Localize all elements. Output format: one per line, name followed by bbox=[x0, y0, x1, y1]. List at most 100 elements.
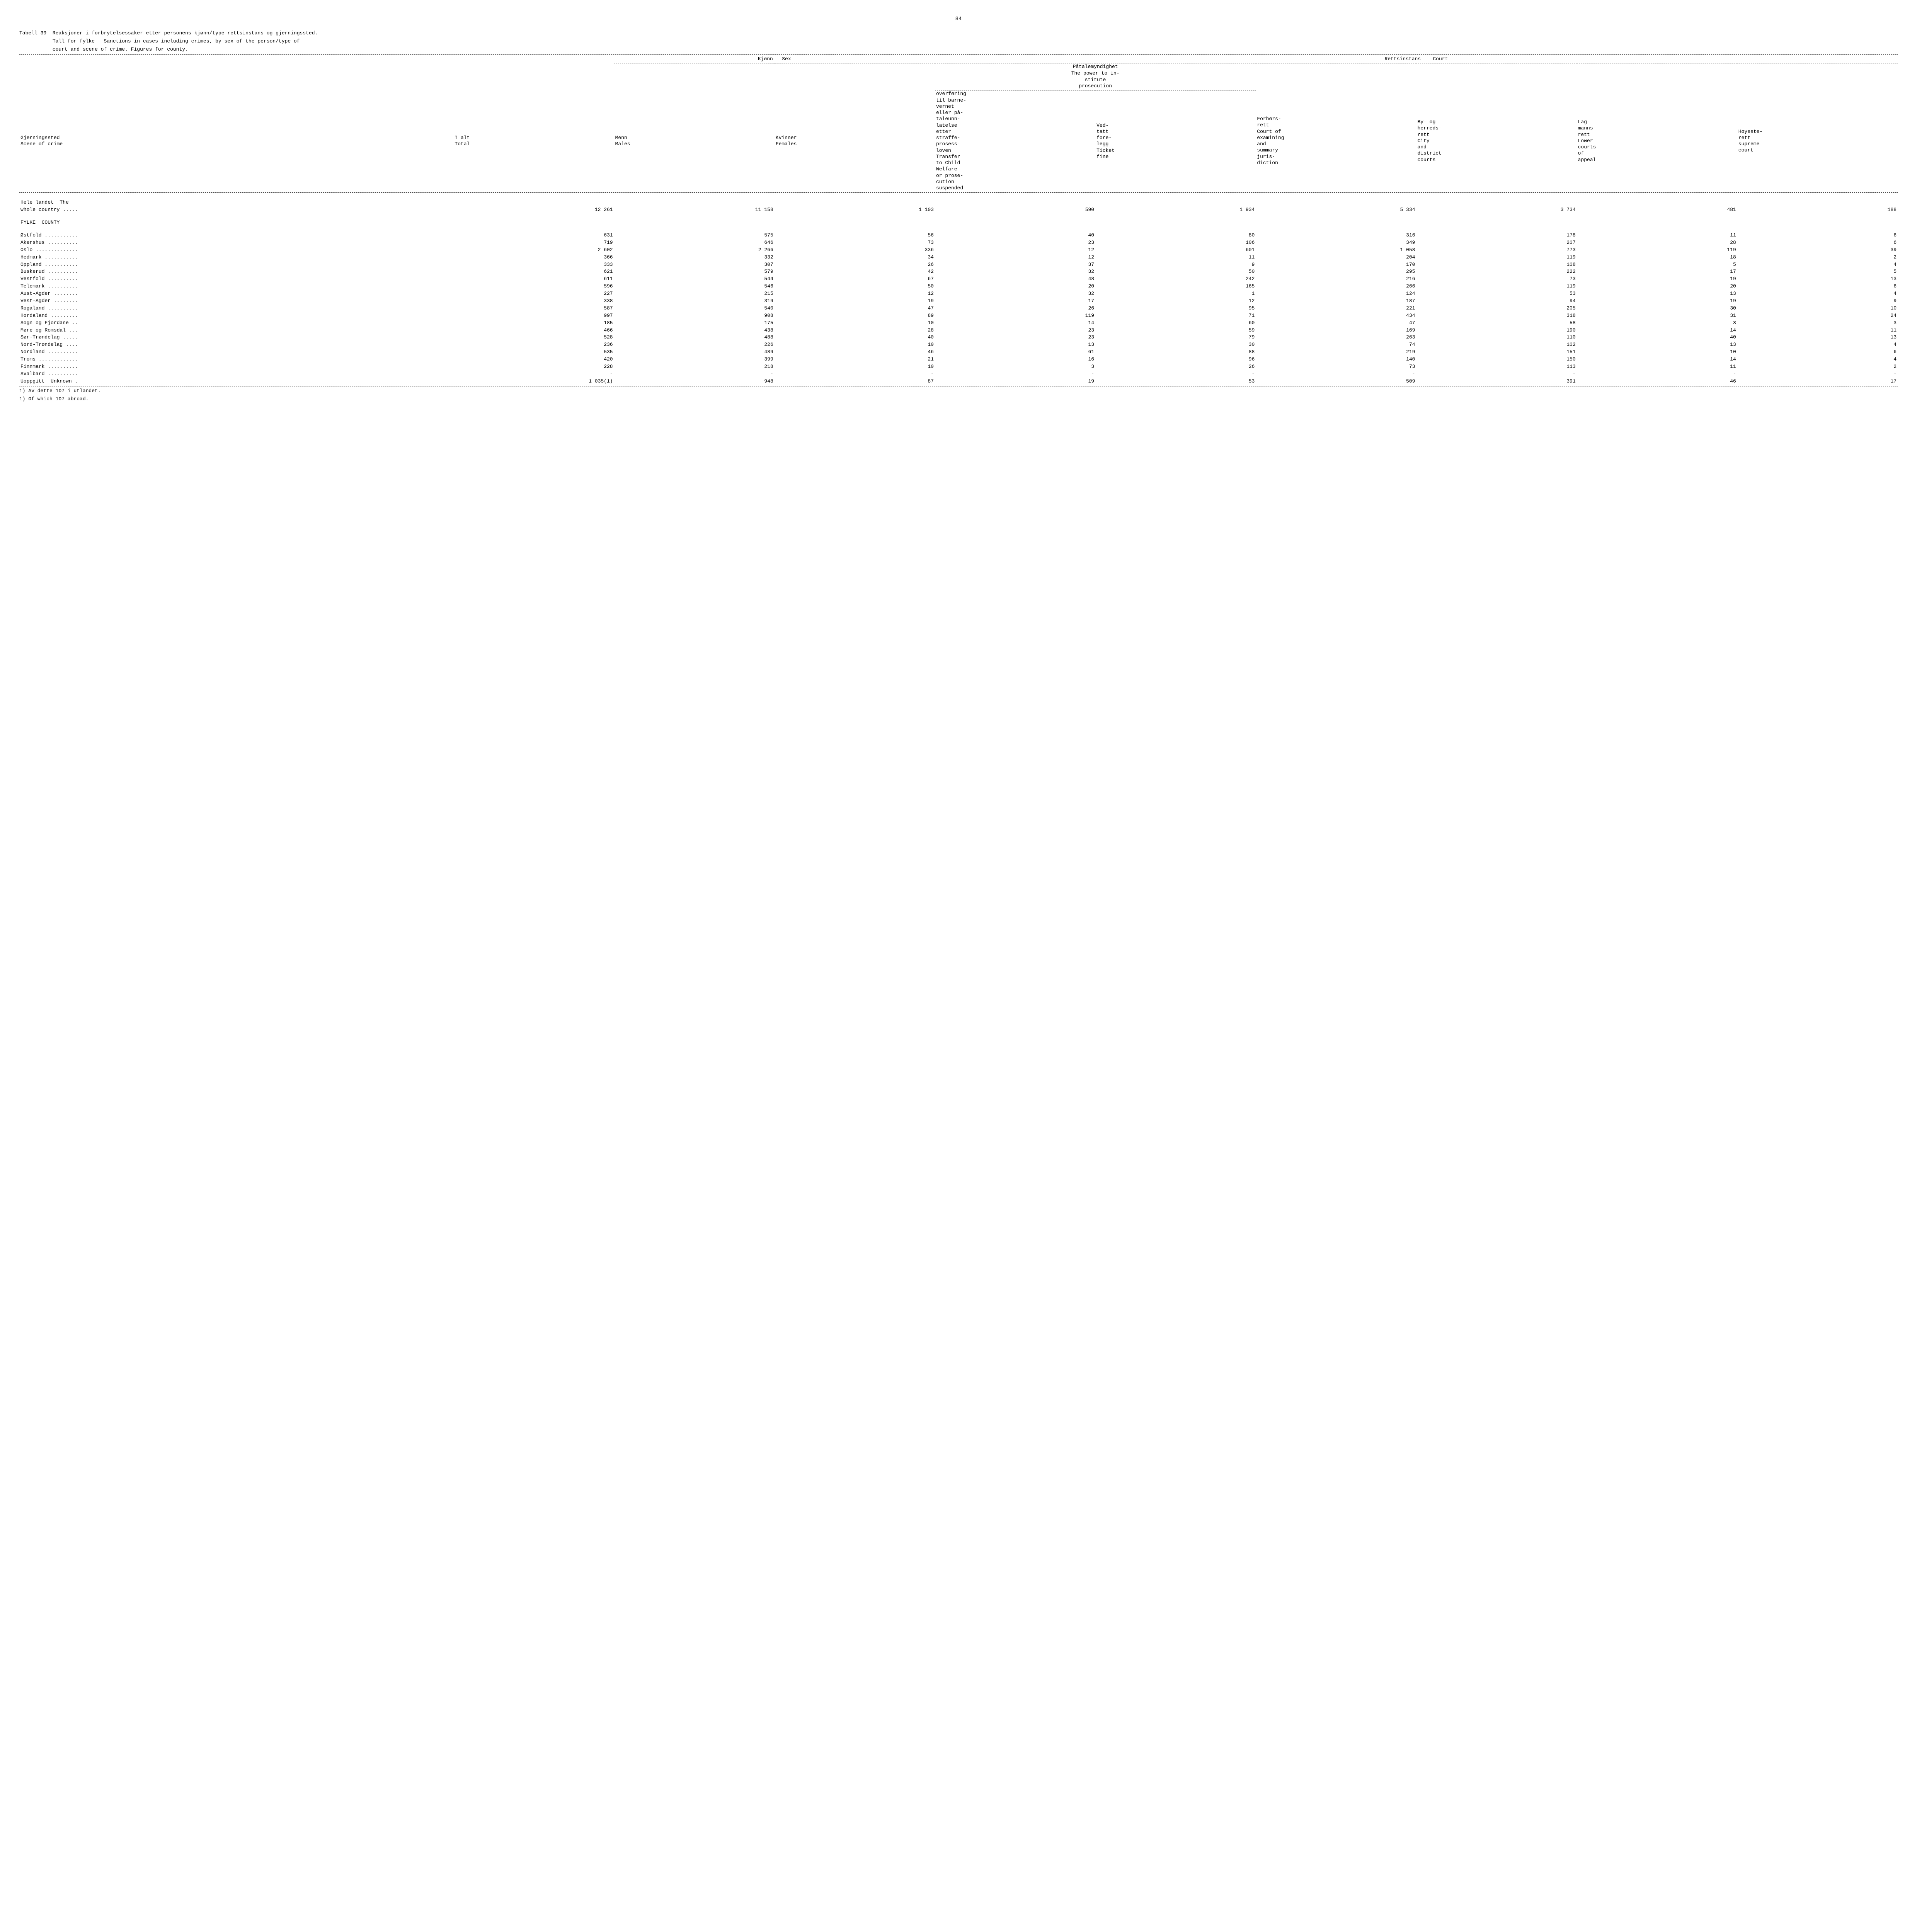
cell-value: 14 bbox=[1577, 327, 1737, 334]
cell-value: 17 bbox=[1737, 378, 1898, 385]
cell-value: 119 bbox=[1416, 283, 1577, 290]
cell-value: 175 bbox=[614, 320, 775, 327]
cell-value: 23 bbox=[935, 327, 1095, 334]
cell-value: 50 bbox=[775, 283, 935, 290]
cell-value: 58 bbox=[1416, 320, 1577, 327]
cell-value: 205 bbox=[1416, 305, 1577, 312]
whole-country-label-2: whole country ..... bbox=[19, 206, 453, 214]
cell-value: 31 bbox=[1577, 312, 1737, 320]
header-group-row: Kjønn Sex Rettsinstans Court bbox=[19, 56, 1898, 63]
cell-value: 6 bbox=[1737, 232, 1898, 239]
cell-value: 96 bbox=[1095, 356, 1256, 363]
cell-value: 948 bbox=[614, 378, 775, 385]
cell-value: 13 bbox=[935, 341, 1095, 349]
cell-value: 587 bbox=[453, 305, 614, 312]
cell-value: 48 bbox=[935, 276, 1095, 283]
table-row: Sør-Trøndelag .....528488402379263110401… bbox=[19, 334, 1898, 341]
table-row: Vest-Agder ........33831919171218794199 bbox=[19, 298, 1898, 305]
cell-value: 73 bbox=[1256, 363, 1416, 371]
cell-value: 37 bbox=[935, 261, 1095, 269]
cell-value: 3 bbox=[1577, 320, 1737, 327]
cell-value: 316 bbox=[1256, 232, 1416, 239]
cell-value: 621 bbox=[453, 268, 614, 276]
cell-value: 1 058 bbox=[1256, 247, 1416, 254]
cell-value: - bbox=[453, 371, 614, 378]
cell-value: 207 bbox=[1416, 239, 1577, 247]
cell-value: 61 bbox=[935, 349, 1095, 356]
col-transfer: overføring til barne- vernet eller på- t… bbox=[935, 90, 1095, 192]
cell-value: 26 bbox=[935, 305, 1095, 312]
cell-value: 540 bbox=[614, 305, 775, 312]
table-row: Hordaland .........997908891197143431831… bbox=[19, 312, 1898, 320]
cell-value: 74 bbox=[1256, 341, 1416, 349]
cell-value: 227 bbox=[453, 290, 614, 298]
table-row: Nordland ..........535489466188219151106 bbox=[19, 349, 1898, 356]
col-district: By- og herreds- rett City and district c… bbox=[1416, 90, 1577, 192]
cell-value: 4 bbox=[1737, 261, 1898, 269]
cell-value: 3 bbox=[935, 363, 1095, 371]
cell-value: 10 bbox=[1577, 349, 1737, 356]
cell-value: 535 bbox=[453, 349, 614, 356]
cell-value: 170 bbox=[1256, 261, 1416, 269]
table-row: Svalbard ..........--------- bbox=[19, 371, 1898, 378]
blank-header bbox=[614, 63, 775, 90]
cell-value: 399 bbox=[614, 356, 775, 363]
table-row: Uoppgitt Unknown .1 035(1)94887195350939… bbox=[19, 378, 1898, 385]
col-ticket: Ved- tatt fore- legg Ticket fine bbox=[1095, 90, 1256, 192]
cell-value: 39 bbox=[1737, 247, 1898, 254]
cell-value: 631 bbox=[453, 232, 614, 239]
cell-value: 87 bbox=[775, 378, 935, 385]
cell-value: 19 bbox=[1577, 298, 1737, 305]
cell-value: 420 bbox=[453, 356, 614, 363]
row-label: Hedmark ........... bbox=[19, 254, 453, 261]
title-line3: court and scene of crime. Figures for co… bbox=[53, 46, 188, 53]
whole-country-label-1: Hele landet The bbox=[19, 199, 453, 206]
cell-value: 16 bbox=[935, 356, 1095, 363]
cell-value: 151 bbox=[1416, 349, 1577, 356]
row-label: Sogn og Fjordane .. bbox=[19, 320, 453, 327]
cell-value: 601 bbox=[1095, 247, 1256, 254]
cell-value: 11 bbox=[1737, 327, 1898, 334]
row-label: Oslo .............. bbox=[19, 247, 453, 254]
row-label: Nord-Trøndelag .... bbox=[19, 341, 453, 349]
group-kjonn: Kjønn Sex bbox=[614, 56, 935, 63]
cell-value: 242 bbox=[1095, 276, 1256, 283]
cell-value: 10 bbox=[775, 341, 935, 349]
cell-value: 185 bbox=[453, 320, 614, 327]
cell-value: 204 bbox=[1256, 254, 1416, 261]
cell-value: - bbox=[1256, 371, 1416, 378]
divider-top bbox=[19, 54, 1898, 55]
cell-value: 13 bbox=[1577, 341, 1737, 349]
cell-value: 20 bbox=[935, 283, 1095, 290]
cell-value: 11 bbox=[1577, 363, 1737, 371]
cell-value: 14 bbox=[1577, 356, 1737, 363]
cell-value: 108 bbox=[1416, 261, 1577, 269]
blank-header bbox=[19, 56, 453, 63]
row-label: Finnmark .......... bbox=[19, 363, 453, 371]
cell-value: 349 bbox=[1256, 239, 1416, 247]
cell-value: 11 bbox=[1577, 232, 1737, 239]
cell-value: 178 bbox=[1416, 232, 1577, 239]
cell-value: 23 bbox=[935, 239, 1095, 247]
cell-value: 12 bbox=[775, 290, 935, 298]
table-row: Sogn og Fjordane ..185175101460475833 bbox=[19, 320, 1898, 327]
table-row: Buskerud ..........621579423250295222175 bbox=[19, 268, 1898, 276]
cell-value: 307 bbox=[614, 261, 775, 269]
cell-value: 611 bbox=[453, 276, 614, 283]
cell-value: 13 bbox=[1577, 290, 1737, 298]
table-row: Oppland ...........3333072637917010854 bbox=[19, 261, 1898, 269]
cell-value: 26 bbox=[1095, 363, 1256, 371]
cell-value: 1 934 bbox=[1095, 206, 1256, 214]
table-row: Telemark ..........596546502016526611920… bbox=[19, 283, 1898, 290]
group-rett: Rettsinstans Court bbox=[935, 56, 1898, 63]
cell-value: 2 602 bbox=[453, 247, 614, 254]
cell-value: 95 bbox=[1095, 305, 1256, 312]
cell-value: 318 bbox=[1416, 312, 1577, 320]
cell-value: 5 bbox=[1577, 261, 1737, 269]
cell-value: 110 bbox=[1416, 334, 1577, 341]
cell-value: 42 bbox=[775, 268, 935, 276]
row-label: Vest-Agder ........ bbox=[19, 298, 453, 305]
cell-value: 590 bbox=[935, 206, 1095, 214]
footnote-2: 1) Of which 107 abroad. bbox=[19, 396, 1898, 403]
cell-value: 10 bbox=[1737, 305, 1898, 312]
